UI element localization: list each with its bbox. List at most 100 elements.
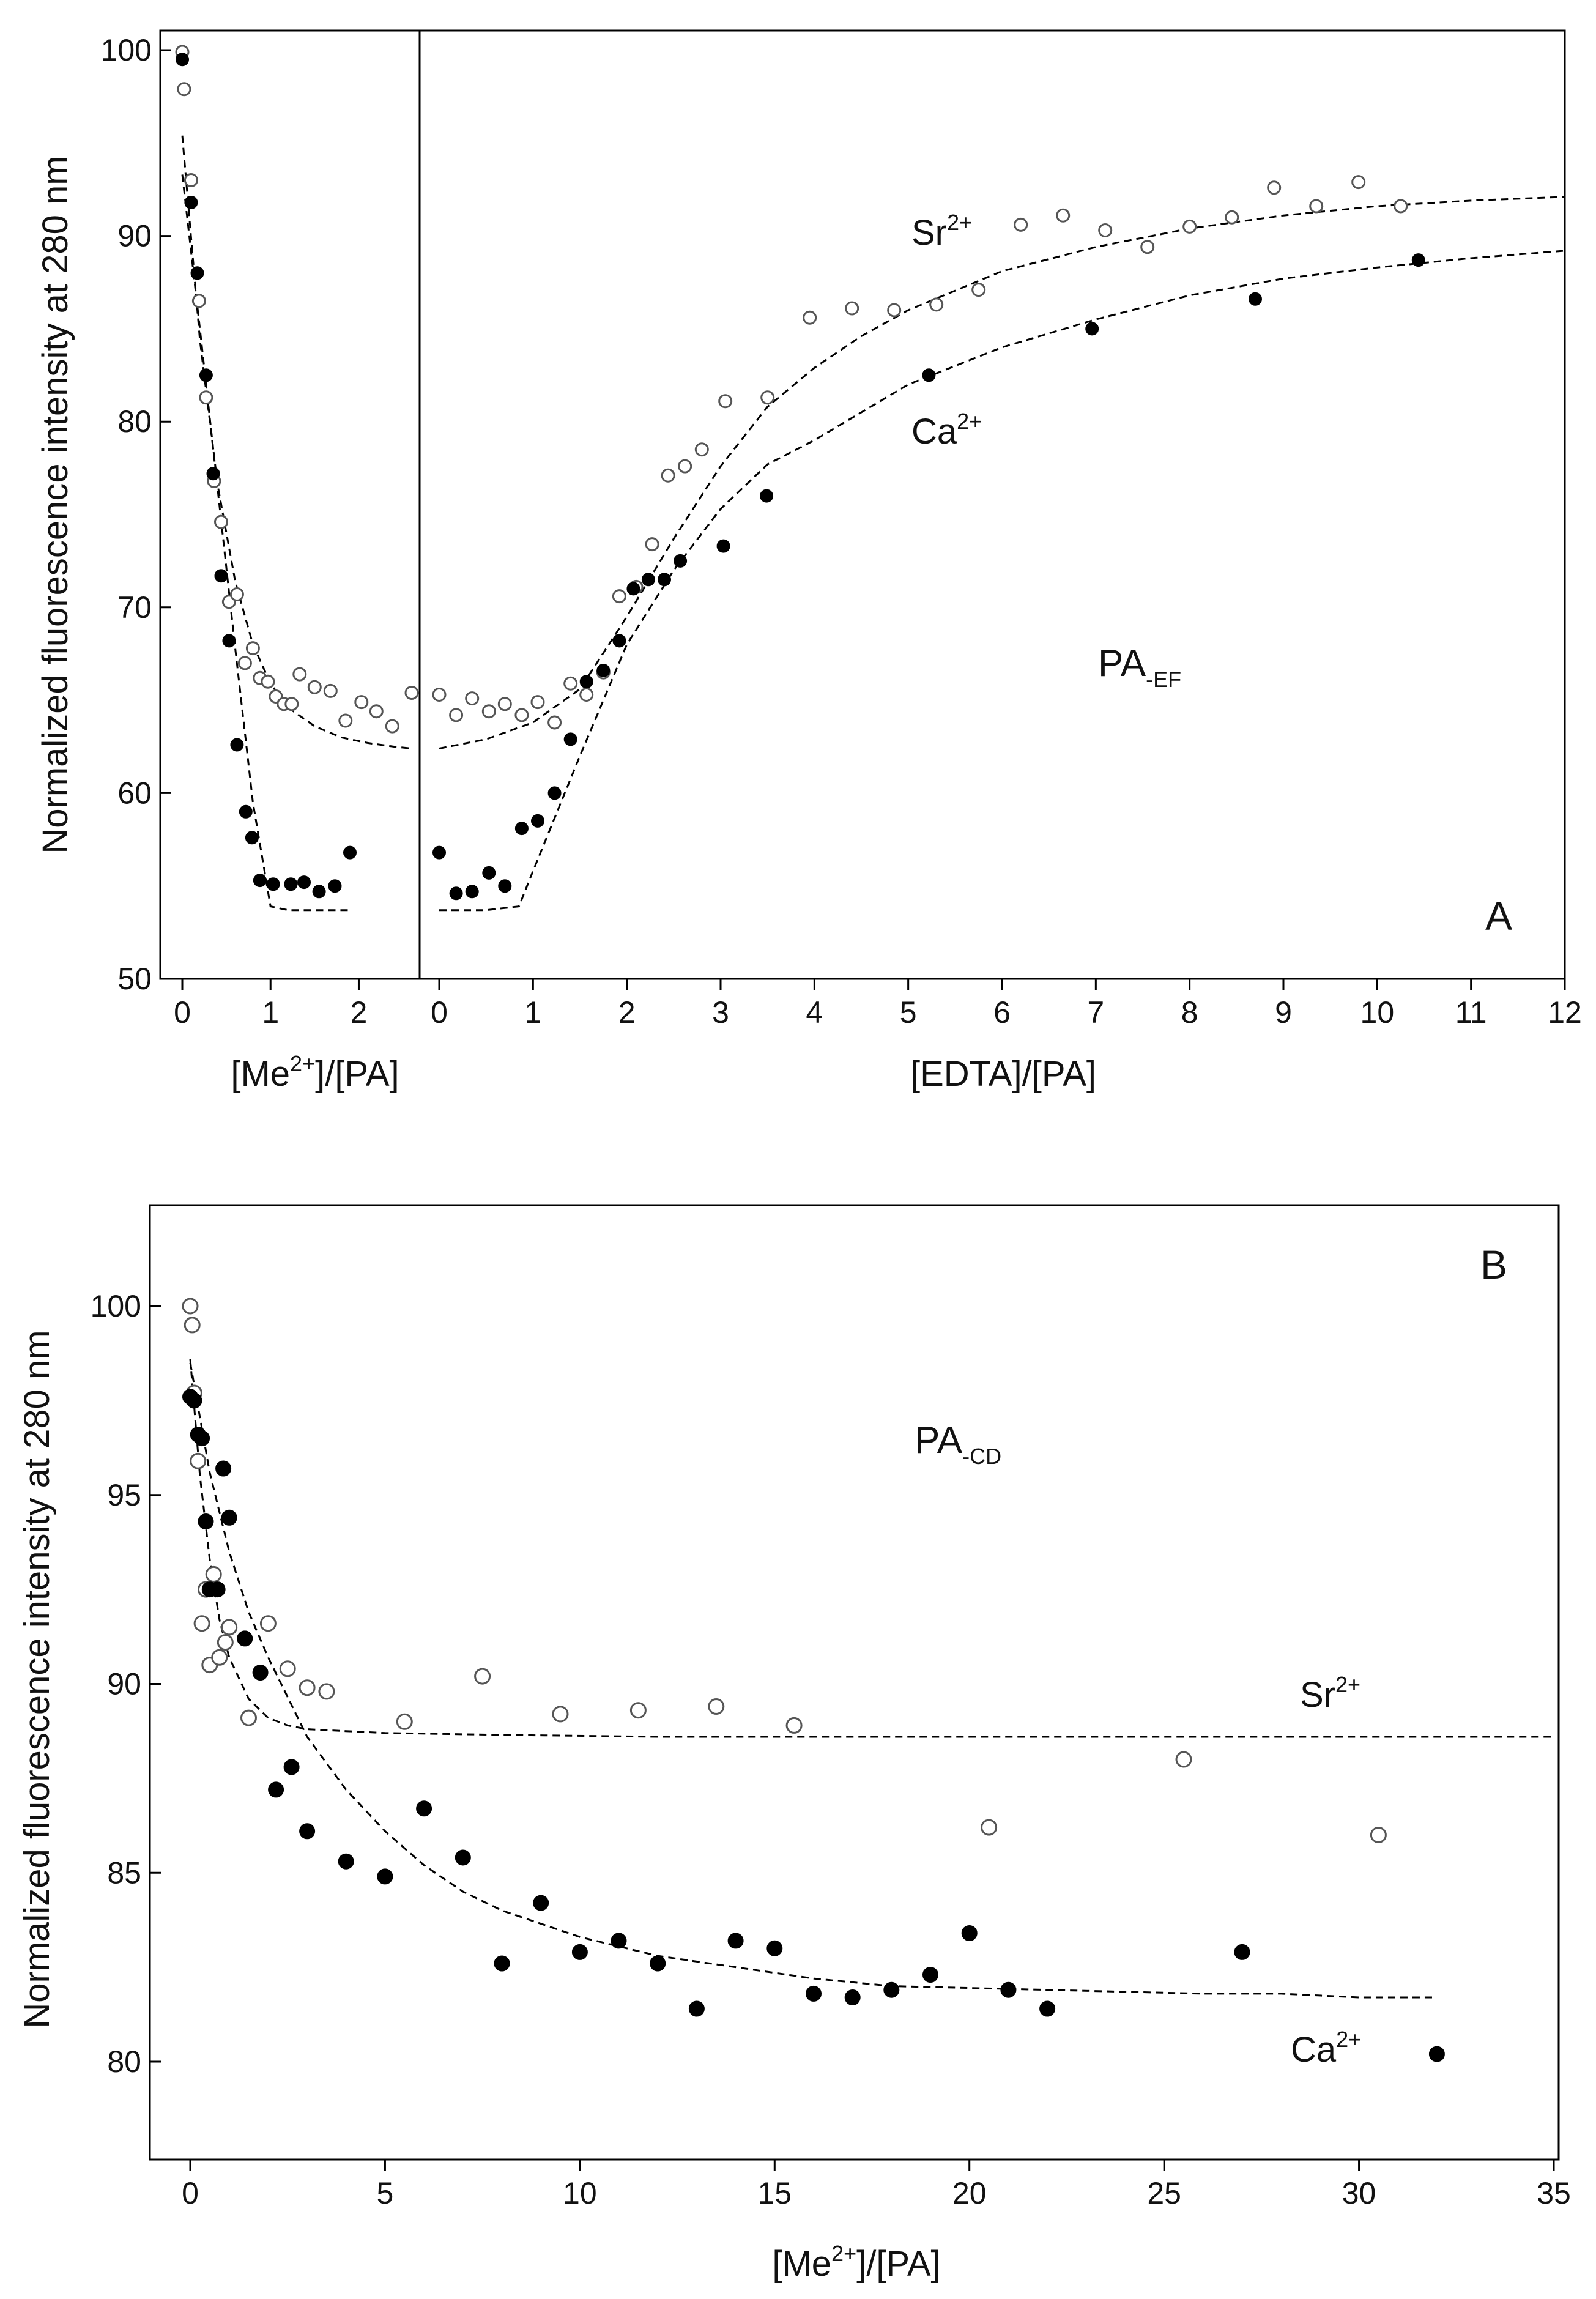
panel-a-ca-edta-point — [531, 814, 544, 828]
panel-a-sr-titration-point — [369, 704, 384, 719]
panel-a-titration-x-tick-label: 2 — [351, 995, 368, 1030]
panel-b-ca-point — [416, 1800, 432, 1817]
panel-a-ca-edta-point — [482, 866, 496, 880]
panel-b-y-axis: 80 85 90 95 100 — [91, 1289, 161, 2079]
panel-a-ca-edta-point — [716, 539, 730, 553]
panel-b-sr-point — [211, 1649, 228, 1666]
panel-a-sr-titration-point — [229, 587, 244, 601]
panel-a-sr-titration-point — [237, 656, 252, 670]
panel-a-edta-x-axis-label: [EDTA]/[PA] — [910, 1054, 1096, 1094]
panel-a-sr-titration-point — [292, 667, 307, 682]
panel-b-y-tick-label: 90 — [107, 1667, 141, 1701]
panel-a-ca-edta-point — [579, 675, 593, 689]
panel-a-ca-titration-point — [206, 467, 220, 481]
panel-b-y-tick-label: 100 — [91, 1289, 141, 1323]
panel-a-sr-titration-point — [184, 173, 198, 187]
panel-b-ca-point — [1234, 1944, 1250, 1960]
panel-b-x-tick-label: 20 — [952, 2176, 987, 2210]
panel-a-sr-edta-point — [760, 390, 775, 405]
panel-a-sr-edta-point — [661, 468, 675, 483]
panel-b-ca-point — [198, 1513, 214, 1529]
panel-b-ca-point — [806, 1985, 822, 2002]
panel-a-ca-titration-point — [343, 845, 357, 860]
panel-b-ca-point — [883, 1981, 900, 1998]
panel-a-y-axis: 50 60 70 80 90 100 — [101, 33, 171, 996]
panel-a-sr-titration-point — [191, 294, 206, 308]
panel-b-ca-point — [1039, 2000, 1056, 2017]
panel-a-ca-edta-point — [498, 879, 512, 893]
panel-a-ca-titration-point — [328, 879, 342, 893]
panel-a-ca-edta-point — [658, 573, 671, 587]
panel-a-ca-edta-point — [641, 573, 655, 587]
panel-a-sr-edta-point — [678, 459, 692, 474]
panel-a-ca-label: Ca2+ — [911, 409, 982, 451]
panel-a-sr-edta-point — [803, 310, 817, 325]
panel-b-x-tick-label: 15 — [757, 2176, 792, 2210]
panel-b-protein-label: PA-CD — [915, 1419, 1001, 1469]
panel-a-sr-edta-point — [612, 589, 626, 604]
panel-a-edta-x-tick-label: 2 — [618, 995, 636, 1030]
panel-b-x-axis-label: [Me2+]/[PA] — [772, 2241, 940, 2284]
panel-a-sr-edta-fit — [439, 196, 1565, 749]
panel-b-ca-point — [611, 1933, 627, 1949]
panel-b-ca-point — [766, 1940, 783, 1956]
panel-a-edta-x-tick-label: 5 — [900, 995, 917, 1030]
panel-b-sr-point — [396, 1713, 413, 1730]
panel-a-sr-edta-point — [497, 697, 512, 711]
panel-a-edta-x-tick-label: 0 — [431, 995, 448, 1030]
panel-a-ca-edta-point — [514, 822, 529, 836]
panel-b-sr-point — [184, 1317, 201, 1334]
panel-a-y-tick-label: 80 — [117, 404, 152, 439]
panel-b-x-tick-label: 25 — [1147, 2176, 1181, 2210]
panel-b-ca-point — [650, 1955, 666, 1972]
panel-b-ca-point — [961, 1925, 978, 1941]
panel-a-ca-titration-point — [199, 368, 213, 382]
panel-a-ca-edta-fit — [439, 250, 1565, 912]
panel-a-ca-titration-point — [284, 877, 298, 891]
panel-b-ca-point — [494, 1955, 510, 1972]
panel-a-y-tick-label: 50 — [117, 962, 152, 996]
panel-a-frame — [159, 29, 1566, 980]
panel-a-titration-x-axis-label: [Me2+]/[PA] — [231, 1051, 399, 1094]
panel-b-sr-point — [629, 1702, 647, 1719]
panel-b-sr-point — [221, 1619, 238, 1636]
panel-b-ca-point — [186, 1392, 202, 1409]
panel-b-sr-point — [1370, 1827, 1387, 1843]
panel-a-ca-titration-point — [266, 877, 280, 891]
panel-a-sr-edta-point — [1056, 208, 1071, 223]
panel-a-sr-titration-point — [214, 514, 228, 529]
panel-b-ca-point — [1428, 2046, 1445, 2062]
panel-a-sr-edta-point — [1394, 199, 1408, 214]
panel-b-ca-point — [194, 1430, 210, 1447]
panel-a-titration-x-axis: 0 1 2 — [174, 979, 367, 1030]
panel-b-sr-point — [193, 1615, 210, 1632]
panel-b-sr-point — [240, 1709, 257, 1726]
panel-a-edta-x-axis: 0 1 2 3 4 5 6 7 8 9 10 11 12 — [431, 979, 1582, 1030]
panel-a-edta-x-tick-label: 4 — [806, 995, 823, 1030]
panel-a-protein-label: PA-EF — [1098, 642, 1181, 692]
panel-a-edta-x-tick-label: 9 — [1275, 995, 1292, 1030]
panel-a-y-tick-label: 70 — [117, 590, 152, 625]
panel-a-y-tick-label: 100 — [101, 33, 152, 67]
panel-a-sr-edta-point — [645, 537, 659, 552]
panel-a-data-points — [175, 45, 1425, 901]
panel-a-sr-titration-point — [177, 82, 191, 97]
panel-b-x-tick-label: 10 — [563, 2176, 597, 2210]
panel-b-ca-point — [252, 1665, 269, 1681]
panel-b-ca-point — [455, 1849, 471, 1866]
panel-b-sr-point — [785, 1717, 803, 1734]
panel-a-edta-x-tick-label: 10 — [1360, 995, 1395, 1030]
panel-b-sr-label: Sr2+ — [1300, 1672, 1360, 1715]
panel-b-ca-point — [377, 1868, 393, 1885]
panel-a-ca-edta-point — [596, 664, 611, 677]
panel-b: 80 85 90 95 100 0 5 10 15 20 25 30 35 Normalized fl… — [17, 1204, 1571, 2284]
panel-a-sr-edta-point — [547, 715, 562, 730]
panel-a-sr-titration-point — [338, 713, 353, 728]
panel-a-edta-x-tick-label: 12 — [1548, 995, 1582, 1030]
panel-b-ca-fit — [189, 1362, 1437, 1999]
panel-a-sr-edta-point — [449, 708, 464, 722]
panel-b-frame — [149, 1204, 1560, 2161]
panel-b-sr-point — [708, 1698, 725, 1715]
panel-b-sr-point — [259, 1615, 277, 1632]
